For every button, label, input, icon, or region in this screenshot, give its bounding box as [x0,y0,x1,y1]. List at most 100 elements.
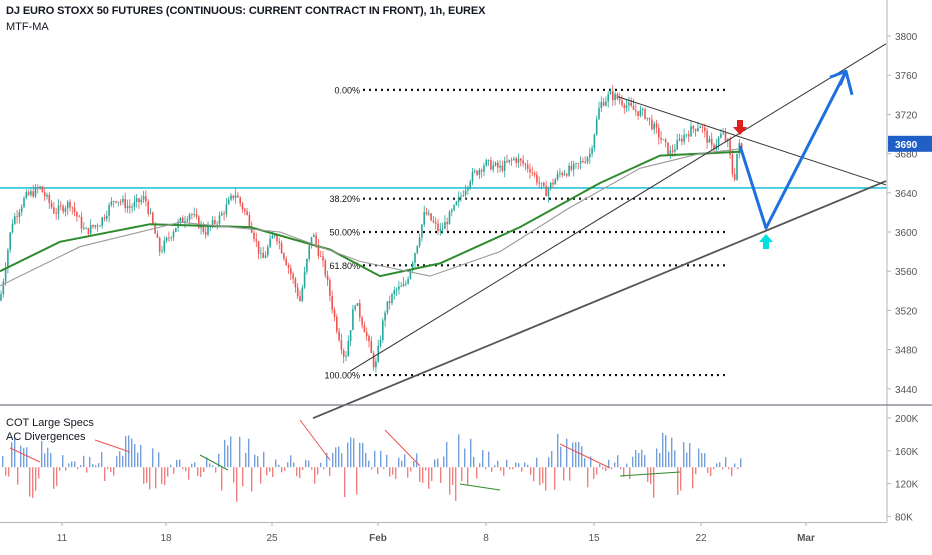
candle [554,177,557,185]
candle-body [667,142,669,155]
cot-histogram-bar [290,455,292,468]
cot-histogram-bar [125,436,127,468]
cot-histogram-bar [518,463,520,468]
cot-histogram-bar [35,467,37,491]
candle [471,167,474,186]
cot-histogram-bar [560,446,562,468]
candle [522,154,524,167]
cot-histogram-bar [461,467,463,482]
candle-body [411,262,414,270]
candle-body [152,212,154,224]
candle [678,133,681,142]
candle-body [186,219,189,221]
cot-histogram-bar [680,467,682,491]
candle-body [425,212,428,215]
candle-body [480,169,483,172]
candle [260,247,262,259]
candle [393,286,396,300]
cot-histogram-bar [509,467,511,470]
price-tick-label: 3480 [895,346,918,357]
candle [336,313,338,334]
candle-body [651,119,653,130]
candle-body [423,212,425,225]
candle-body [280,242,283,254]
cot-histogram-bar [440,467,442,484]
candle [572,160,575,177]
cot-histogram-bar [278,464,280,468]
candle-body [646,117,649,119]
candle-body [294,278,297,288]
cot-histogram-bar [248,438,250,468]
candle [163,236,166,254]
candle [53,202,55,215]
candle-body [317,244,320,257]
candle [292,271,294,284]
candle [658,123,660,145]
candle [609,88,612,95]
candle-body [60,205,62,207]
candle-body [214,220,216,224]
candle [124,192,126,213]
candle [234,188,237,204]
candle [303,266,306,289]
candle [161,245,163,254]
candle [83,222,85,231]
cot-histogram-bar [629,467,631,479]
cot-histogram-bar [614,462,616,468]
candle [552,178,554,189]
cot-histogram-bar [158,452,160,468]
cot-histogram-bar [659,452,661,468]
cot-histogram-bar [266,467,268,476]
candle [221,210,223,217]
cot-histogram-bar [218,453,220,468]
candle [85,226,87,229]
candle [278,237,281,250]
candle [607,90,609,108]
candle-body [287,265,290,269]
cot-histogram-bar [638,452,640,468]
cot-histogram-bar [731,467,733,477]
cot-histogram-bar [395,467,397,479]
candle-body [595,119,598,135]
candle [106,210,108,222]
candle [462,190,465,198]
candle [713,142,715,153]
time-tick-label: 22 [695,533,707,544]
candle-body [474,170,476,172]
candle-body [117,201,120,203]
divergence-line [94,439,131,453]
divergence-line [384,429,421,467]
candle [149,208,152,215]
candle-body [94,225,97,227]
candle-body [690,126,692,137]
divergence-line [459,483,501,491]
candle [446,217,448,231]
fib-level-label: 100.00% [324,371,360,381]
candle-body [207,226,209,235]
candle [533,171,536,178]
candle [145,190,147,207]
candle [540,182,543,190]
cot-histogram-bar [620,467,622,470]
candle-body [172,231,175,238]
price-tick-label: 3680 [895,150,918,161]
candle [204,225,207,239]
cot-histogram-bar [704,453,706,468]
time-tick-label: 18 [160,533,172,544]
candle-body [655,123,658,128]
candle-body [487,159,490,161]
candle [227,196,230,205]
candle-body [66,201,69,209]
candle [584,156,586,164]
candle-body [262,252,264,258]
candle-body [188,214,191,220]
cot-histogram-bar [557,433,559,468]
candle-body [50,203,53,208]
candle [110,197,113,207]
cot-histogram-bar [650,467,652,485]
cot-histogram-bar [419,467,421,482]
candle-body [729,139,731,155]
candle [122,195,124,205]
candle-body [184,220,186,223]
candle [356,302,359,307]
